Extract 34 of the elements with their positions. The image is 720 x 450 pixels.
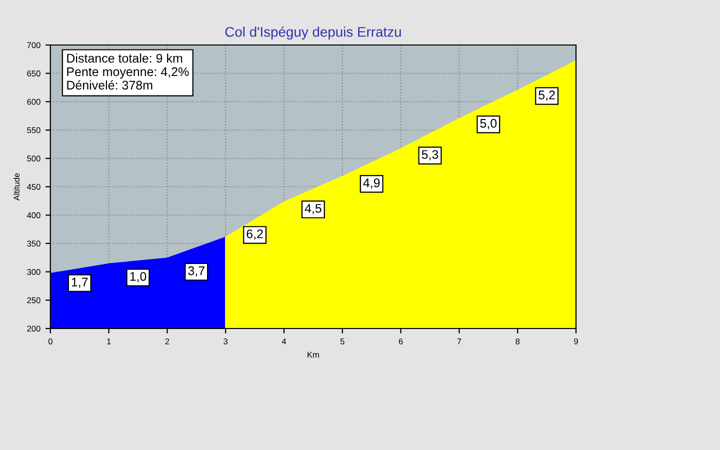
x-tick-label: 3 [224, 338, 228, 344]
annotation: 4,5 [304, 204, 322, 214]
annotation: Distance totale: 9 km Pente moyenne: 4,2% Dénivelé: 378m [67, 54, 189, 90]
x-tick-label: 6 [398, 338, 403, 344]
y-tick-label: 450 [26, 184, 40, 190]
y-tick-label: 250 [27, 297, 40, 304]
y-tick-label: 600 [27, 98, 40, 105]
x-axis-title: Km [308, 352, 319, 358]
annotation: 5,3 [422, 150, 438, 160]
y-tick-label: 350 [27, 240, 40, 247]
annotation: 6,2 [246, 229, 263, 240]
y-tick-label: 700 [27, 42, 40, 48]
y-tick-label: 400 [26, 212, 40, 218]
x-tick-label: 7 [457, 338, 462, 344]
annotation: 4,9 [363, 178, 380, 189]
y-tick-label: 650 [27, 70, 40, 76]
annotation: 1,7 [72, 278, 88, 288]
y-tick-label: 200 [27, 326, 40, 332]
y-tick-label: 500 [27, 156, 40, 162]
x-tick-label: 0 [48, 338, 52, 344]
chart-title: Col d'Ispéguy depuis Erratzu [225, 26, 401, 40]
x-tick-label: 2 [165, 338, 170, 344]
annotation: 5,0 [480, 118, 497, 130]
annotation: 3,7 [188, 266, 204, 277]
annotation: 5,2 [538, 90, 555, 101]
x-tick-label: 9 [574, 338, 578, 344]
y-axis-title: Altitude [13, 173, 20, 201]
x-tick-label: 5 [340, 338, 344, 344]
annotation: 1,0 [130, 272, 146, 282]
x-tick-label: 4 [282, 338, 286, 344]
y-tick-label: 550 [27, 127, 40, 134]
y-tick-label: 300 [27, 269, 40, 275]
x-tick-label: 1 [107, 338, 111, 344]
x-tick-label: 8 [516, 338, 520, 344]
